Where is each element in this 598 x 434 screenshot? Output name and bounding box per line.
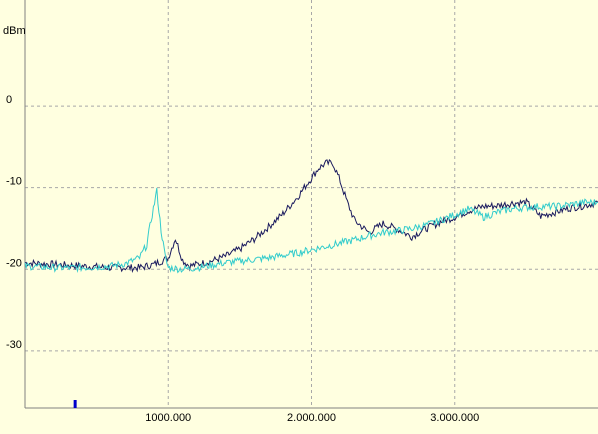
series-line-2 (24, 187, 598, 274)
y-tick-label: -30 (6, 339, 22, 351)
series-layer (24, 158, 598, 274)
series-line-1 (24, 158, 598, 273)
marker-layer[interactable] (73, 400, 77, 408)
x-tick-label: 3.000.000 (430, 412, 479, 424)
y-tick-label: -20 (6, 257, 22, 269)
grid-lines (25, 0, 598, 408)
y-tick-label: 0 (6, 94, 12, 106)
y-tick-label: -10 (6, 176, 22, 188)
y-axis-unit-label: dBm (3, 25, 26, 37)
marker-handle[interactable] (73, 400, 77, 408)
y-tick-labels: 0 -10 -20 -30 (6, 94, 22, 351)
x-tick-label: 1000.000 (145, 412, 191, 424)
x-tick-labels: 1000.000 2.000.000 3.000.000 (145, 412, 479, 424)
x-tick-label: 2.000.000 (287, 412, 336, 424)
